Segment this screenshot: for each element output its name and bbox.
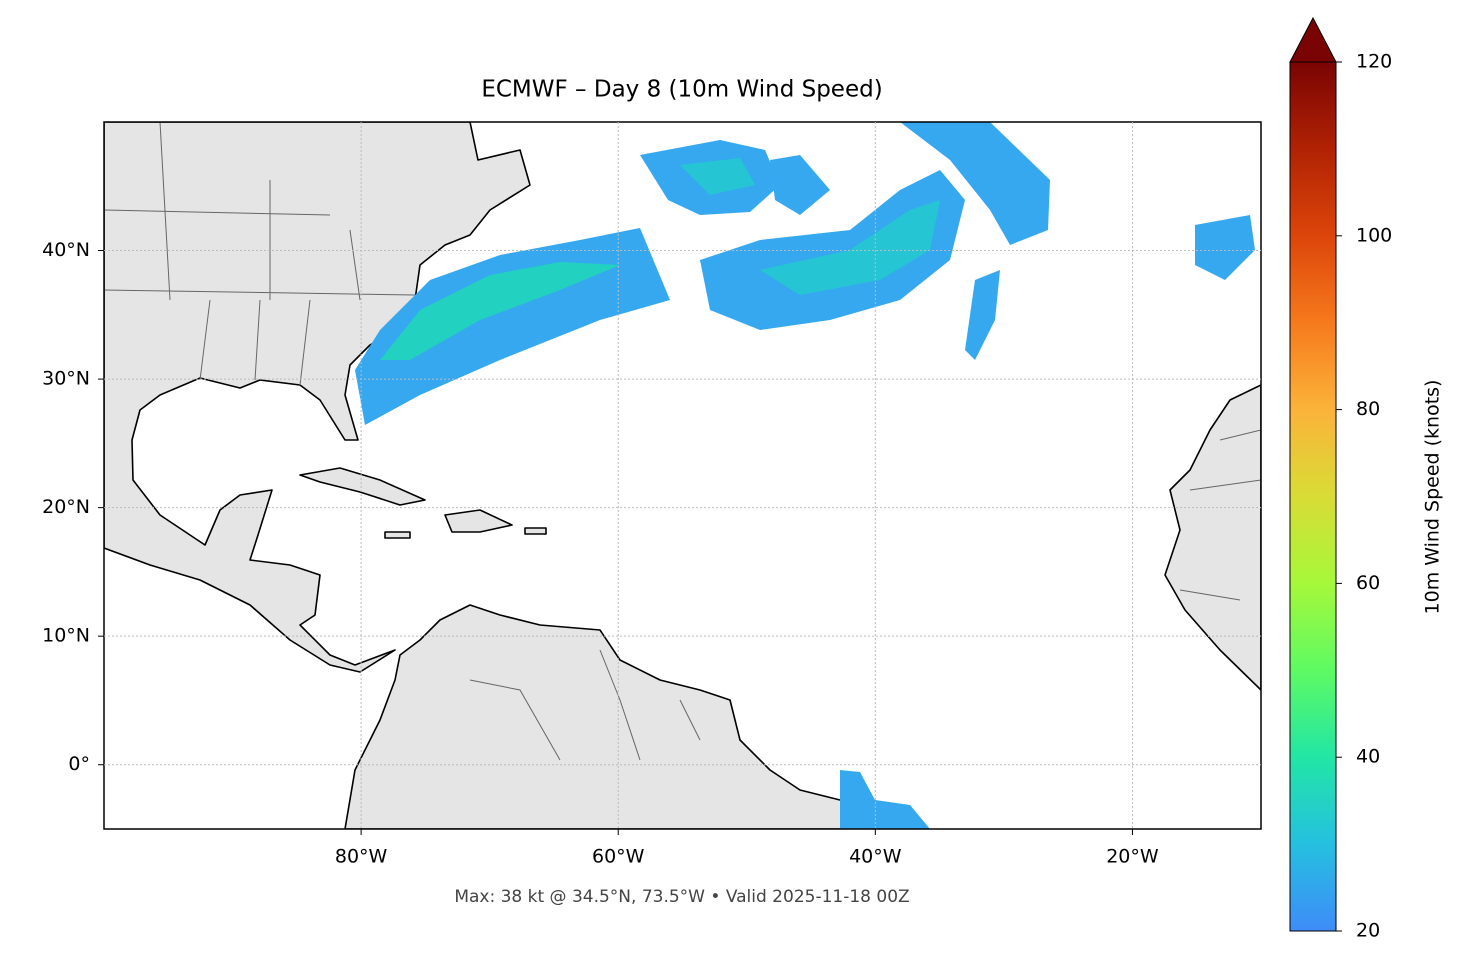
- colorbar-tick-label: 80: [1356, 398, 1380, 420]
- y-tick-label: 40°N: [42, 239, 90, 261]
- colorbar-tick-label: 120: [1356, 51, 1392, 73]
- footnote: Max: 38 kt @ 34.5°N, 73.5°W • Valid 2025…: [454, 887, 909, 907]
- map-area: [104, 122, 1261, 829]
- north-central-america: [104, 122, 531, 673]
- x-tick-label: 60°W: [592, 846, 645, 868]
- y-tick-label: 30°N: [42, 368, 90, 390]
- colorbar-tick-label: 60: [1356, 572, 1380, 594]
- island: [384, 531, 411, 539]
- south-america: [344, 604, 916, 829]
- colorbar-label: 10m Wind Speed (knots): [1422, 380, 1444, 615]
- colorbar-tick-label: 40: [1356, 746, 1380, 768]
- colorbar-tick-label: 100: [1356, 224, 1392, 246]
- africa: [1164, 384, 1261, 691]
- y-tick-label: 20°N: [42, 496, 90, 518]
- hispaniola: [444, 509, 513, 533]
- x-tick-label: 40°W: [849, 846, 902, 868]
- chart-title: ECMWF – Day 8 (10m Wind Speed): [481, 77, 882, 103]
- puerto-rico: [524, 527, 547, 535]
- plot-frame: [103, 121, 1262, 830]
- colorbar-frame: [1289, 61, 1337, 932]
- colorbar-extend: [1289, 16, 1337, 63]
- x-tick-label: 80°W: [335, 846, 388, 868]
- colorbar: [1290, 62, 1336, 931]
- x-tick-label: 20°W: [1106, 846, 1159, 868]
- wind-field: [355, 122, 1255, 829]
- y-tick-label: 10°N: [42, 625, 90, 647]
- borders: [104, 122, 1261, 761]
- cuba: [299, 467, 426, 506]
- y-tick-label: 0°: [68, 753, 90, 775]
- colorbar-tick-label: 20: [1356, 920, 1380, 942]
